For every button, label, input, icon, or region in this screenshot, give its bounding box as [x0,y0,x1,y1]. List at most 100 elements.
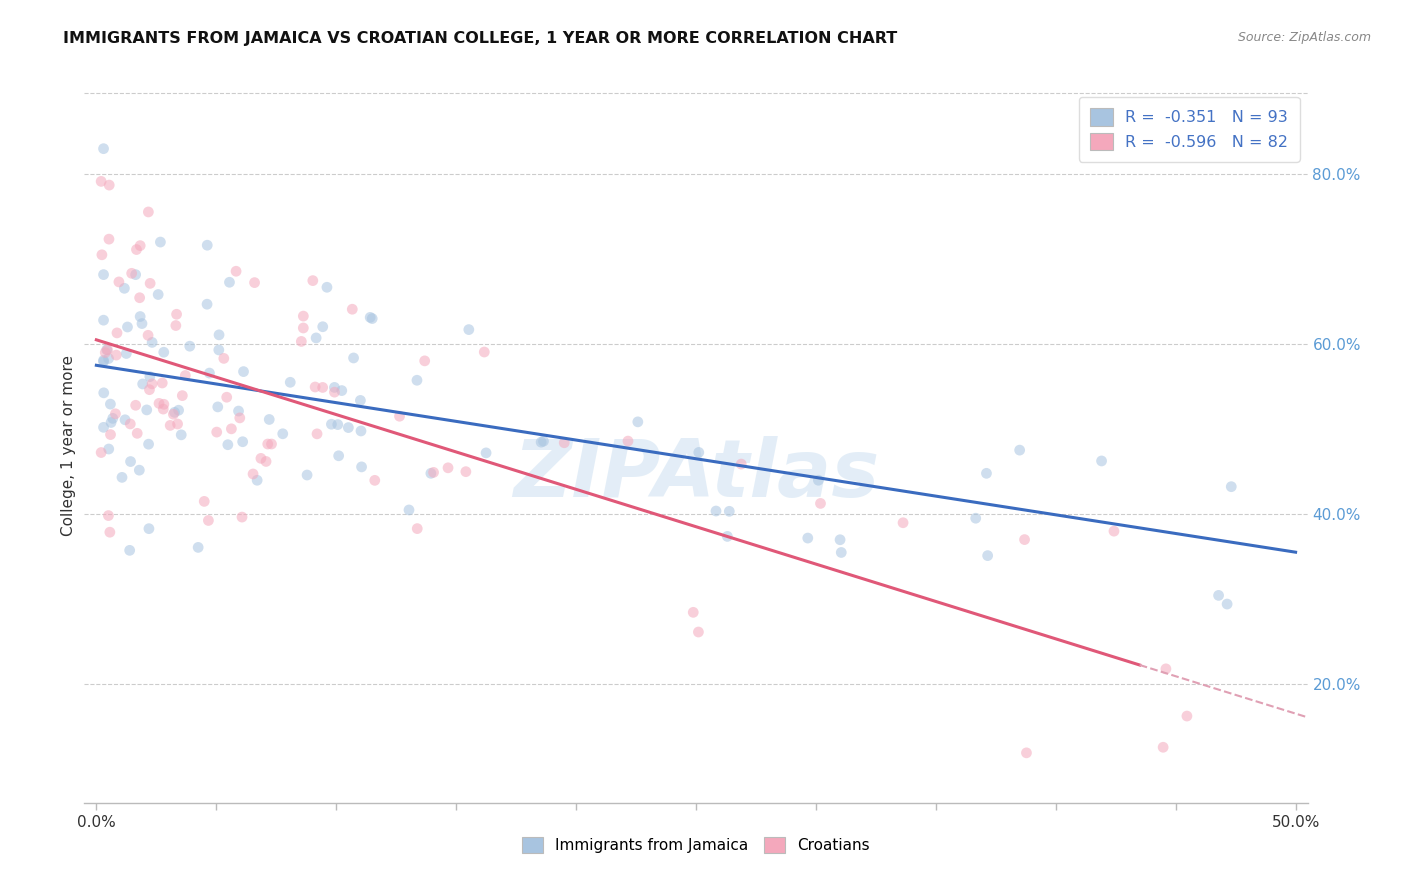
Point [1152,740,1174,755]
Point [350,424,373,438]
Point [148,287,170,301]
Point [118,543,141,558]
Point [326,417,349,432]
Point [321,417,343,432]
Point [165,318,187,333]
Point [271,426,294,441]
Point [212,351,235,366]
Point [90,248,112,262]
Point [232,365,254,379]
Point [349,393,371,408]
Point [359,310,381,325]
Point [797,531,820,545]
Point [167,403,190,417]
Point [195,297,218,311]
Point [172,389,194,403]
Point [316,280,339,294]
Point [342,351,364,365]
Point [93,313,115,327]
Point [457,323,479,337]
Legend: Immigrants from Jamaica, Croatians: Immigrants from Jamaica, Croatians [516,830,876,859]
Point [1102,524,1125,538]
Point [364,474,387,488]
Point [141,376,163,391]
Point [90,445,112,459]
Point [104,407,127,421]
Point [292,321,315,335]
Point [225,264,247,278]
Text: Source: ZipAtlas.com: Source: ZipAtlas.com [1237,31,1371,45]
Point [454,465,477,479]
Point [361,311,384,326]
Point [162,407,184,421]
Point [311,380,333,394]
Point [330,384,353,398]
Point [388,409,411,424]
Point [90,174,112,188]
Point [139,277,162,291]
Point [398,503,420,517]
Point [97,442,120,456]
Point [231,510,253,524]
Point [127,426,149,441]
Point [976,467,998,481]
Y-axis label: College, 1 year or more: College, 1 year or more [60,356,76,536]
Point [419,467,441,481]
Point [138,205,160,219]
Point [292,309,315,323]
Point [131,317,153,331]
Point [215,390,238,404]
Point [278,376,301,390]
Point [108,275,131,289]
Point [98,525,121,540]
Point [228,404,250,418]
Point [148,396,170,410]
Point [170,427,193,442]
Point [120,454,142,468]
Point [688,625,710,640]
Point [152,402,174,417]
Point [304,380,326,394]
Point [149,235,172,249]
Point [256,437,278,451]
Point [112,281,135,295]
Point [153,397,176,411]
Point [128,463,150,477]
Point [93,420,115,434]
Point [243,276,266,290]
Point [437,460,460,475]
Point [218,275,240,289]
Point [93,268,115,282]
Point [1220,480,1243,494]
Point [94,345,117,359]
Point [131,376,153,391]
Point [472,345,495,359]
Point [100,427,122,442]
Point [1090,454,1112,468]
Point [617,434,640,449]
Point [301,274,323,288]
Point [1014,533,1036,547]
Point [533,434,555,449]
Point [96,343,118,357]
Point [682,605,704,619]
Point [105,326,128,340]
Point [254,454,277,468]
Point [152,345,174,359]
Point [328,449,350,463]
Point [159,418,181,433]
Point [97,508,120,523]
Point [807,473,830,487]
Point [323,380,346,394]
Point [229,410,252,425]
Point [406,373,429,387]
Point [242,467,264,481]
Point [138,437,160,451]
Point [1175,709,1198,723]
Point [187,541,209,555]
Point [93,353,115,368]
Point [217,438,239,452]
Point [730,457,752,471]
Point [1208,588,1230,602]
Point [312,319,335,334]
